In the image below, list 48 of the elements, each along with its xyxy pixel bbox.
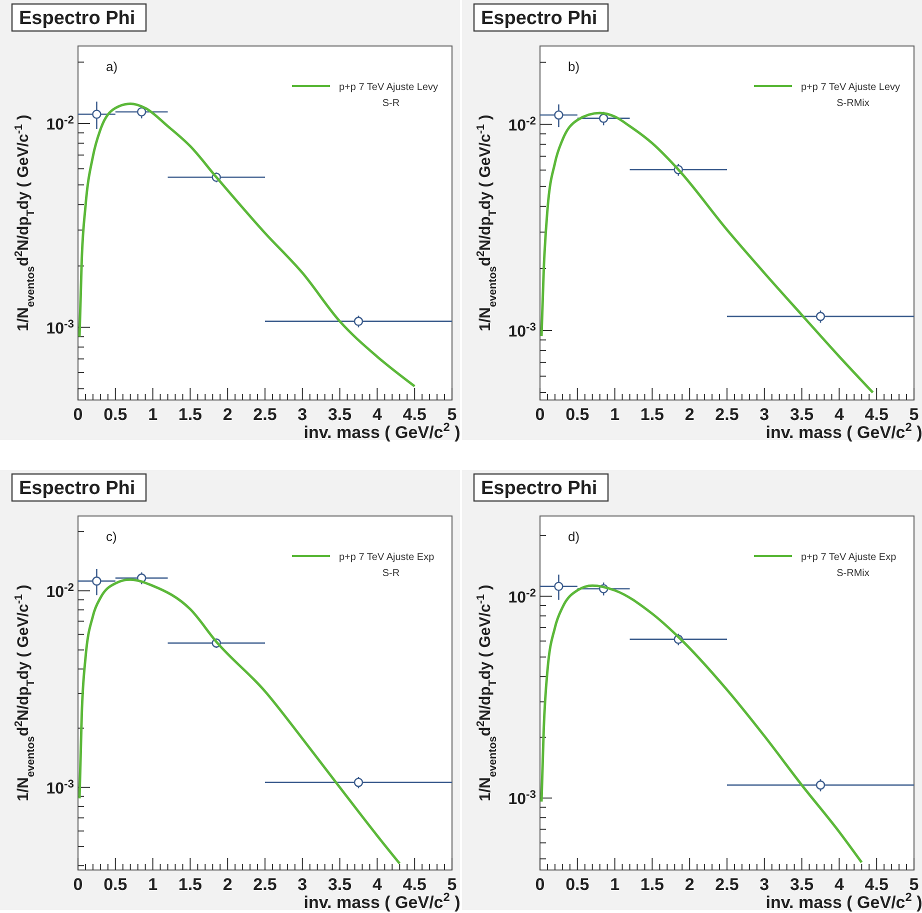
legend-title: S-RMix <box>836 568 870 579</box>
x-tick-label: 0.5 <box>104 405 128 424</box>
x-tick-label: 0 <box>535 875 545 894</box>
x-tick-label: 2 <box>684 875 694 894</box>
legend-title: S-R <box>382 98 400 109</box>
chart-title: Espectro Phi <box>481 478 598 499</box>
legend-label: p+p 7 TeV Ajuste Exp <box>801 552 897 563</box>
y-tick-label: 10$^{-2}$ <box>508 115 536 134</box>
legend-title: S-RMix <box>836 98 870 109</box>
y-tick-label: 10$^{-3}$ <box>508 789 536 808</box>
chart-title: Espectro Phi <box>19 8 136 29</box>
x-tick-label: 1.5 <box>640 875 664 894</box>
legend-title: S-R <box>382 568 400 579</box>
x-tick-label: 0 <box>73 405 83 424</box>
chart-title: Espectro Phi <box>481 8 598 29</box>
chart-title: Espectro Phi <box>19 478 136 499</box>
x-tick-label: 1.5 <box>640 405 664 424</box>
x-tick-label: 1.5 <box>178 405 202 424</box>
legend-label: p+p 7 TeV Ajuste Exp <box>339 552 435 563</box>
x-tick-label: 0.5 <box>104 875 128 894</box>
legend-label: p+p 7 TeV Ajuste Levy <box>801 82 900 93</box>
x-tick-label: 0 <box>73 875 83 894</box>
legend-label: p+p 7 TeV Ajuste Levy <box>339 82 438 93</box>
x-tick-label: 2 <box>222 875 232 894</box>
x-tick-label: 0.5 <box>566 875 590 894</box>
x-tick-label: 2 <box>684 405 694 424</box>
y-tick-label: 10$^{-3}$ <box>508 321 536 340</box>
annotation: a) <box>106 59 118 74</box>
annotation: b) <box>568 59 580 74</box>
x-tick-label: 0.5 <box>566 405 590 424</box>
x-tick-label: 2 <box>222 405 232 424</box>
x-tick-label: 1 <box>610 405 620 424</box>
y-tick-label: 10$^{-3}$ <box>46 318 74 338</box>
x-tick-label: 1 <box>148 875 158 894</box>
y-tick-label: 10$^{-3}$ <box>46 778 74 798</box>
x-tick-label: 1.5 <box>178 875 202 894</box>
x-tick-label: 1 <box>610 875 620 894</box>
annotation: d) <box>568 529 580 544</box>
x-tick-label: 2.5 <box>253 405 277 424</box>
x-tick-label: 2.5 <box>253 875 277 894</box>
annotation: c) <box>106 529 117 544</box>
x-tick-label: 0 <box>535 405 545 424</box>
y-tick-label: 10$^{-2}$ <box>46 582 74 601</box>
x-tick-label: 2.5 <box>715 405 739 424</box>
x-tick-label: 2.5 <box>715 875 739 894</box>
y-tick-label: 10$^{-2}$ <box>508 587 536 606</box>
x-tick-label: 1 <box>148 405 158 424</box>
y-tick-label: 10$^{-2}$ <box>46 114 74 134</box>
